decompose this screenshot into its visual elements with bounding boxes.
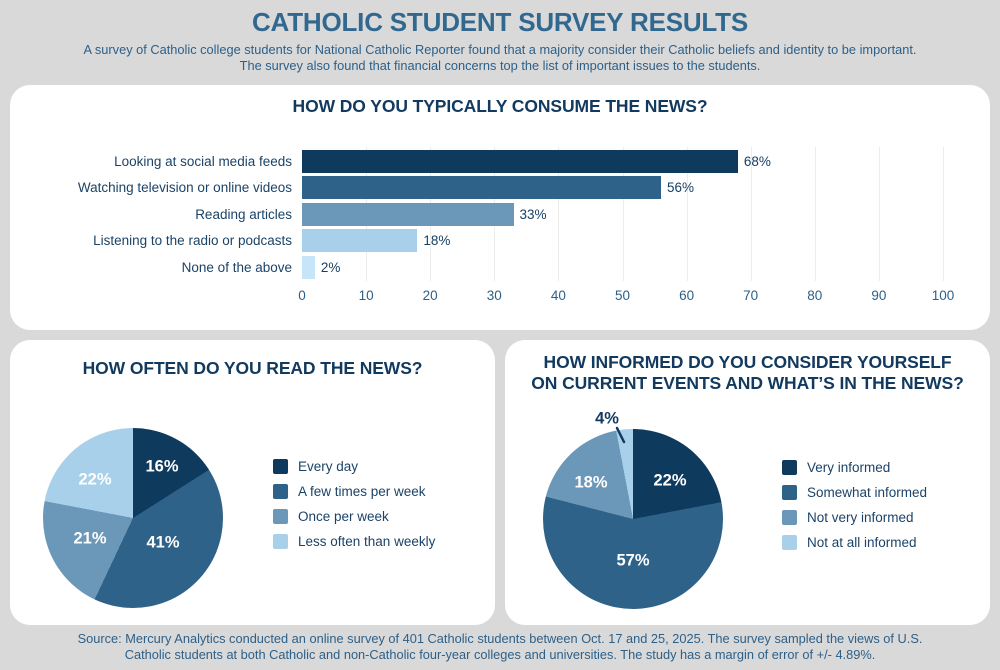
informed-pie-title-line-2: ON CURRENT EVENTS AND WHAT’S IN THE NEWS…	[531, 373, 964, 393]
bar-chart-title: HOW DO YOU TYPICALLY CONSUME THE NEWS?	[292, 96, 708, 116]
legend-label: Not very informed	[807, 510, 914, 525]
pie-chart	[43, 428, 223, 608]
legend-item: Not very informed	[782, 510, 927, 525]
pie-chart	[543, 429, 723, 609]
bar-value-label: 56%	[666, 180, 694, 196]
legend-swatch	[782, 460, 797, 475]
legend-swatch	[273, 459, 288, 474]
legend-item: Not at all informed	[782, 535, 927, 550]
bar-category-label: None of the above	[181, 259, 292, 275]
bar-chart: Looking at social media feeds 68% Watchi…	[10, 150, 990, 282]
bar	[302, 150, 738, 173]
subtitle-line-1: A survey of Catholic college students fo…	[83, 42, 917, 57]
legend-swatch	[273, 534, 288, 549]
legend-swatch	[782, 485, 797, 500]
bar-category-label: Watching television or online videos	[77, 180, 292, 196]
x-tick-label: 100	[931, 288, 955, 303]
legend-label: Every day	[298, 459, 359, 474]
source-line-2: Catholic students at both Catholic and n…	[124, 646, 876, 662]
legend-label: A few times per week	[298, 484, 426, 499]
legend-item: Once per week	[273, 509, 435, 524]
page-title: CATHOLIC STUDENT SURVEY RESULTS	[251, 7, 749, 37]
bar-category-label: Listening to the radio or podcasts	[93, 233, 292, 249]
page-subtitle: A survey of Catholic college students fo…	[0, 42, 1000, 73]
x-tick-label: 70	[743, 288, 759, 303]
bar-chart-card: HOW DO YOU TYPICALLY CONSUME THE NEWS? L…	[10, 85, 990, 330]
gridline	[943, 147, 944, 281]
legend-label: Somewhat informed	[807, 485, 928, 500]
bar	[302, 176, 661, 200]
x-tick-label: 80	[807, 288, 823, 303]
legend-label: Very informed	[807, 460, 891, 475]
bar-row: Looking at social media feeds 68%	[10, 150, 990, 173]
gridline	[622, 147, 624, 281]
bar-track: 56%	[302, 176, 943, 200]
legend-item: A few times per week	[273, 484, 435, 499]
pie-slice-label: 22%	[653, 471, 687, 490]
pie-slice-label: 57%	[616, 551, 650, 570]
bar-value-label: 18%	[423, 233, 451, 249]
gridline	[878, 147, 880, 281]
pie-slice-label: 22%	[78, 470, 112, 489]
bar	[302, 229, 418, 253]
gridline	[814, 147, 816, 281]
bar-value-label: 33%	[519, 206, 547, 222]
bar	[302, 255, 315, 279]
legend-label: Once per week	[298, 509, 389, 524]
x-tick-label: 0	[298, 288, 306, 303]
bar-category-label: Reading articles	[195, 206, 292, 222]
bar-category-label: Looking at social media feeds	[114, 154, 292, 169]
legend-item: Very informed	[782, 460, 927, 475]
gridline	[686, 147, 688, 281]
x-axis: 0 10 20 30 40 50 60 70 80 90 100	[298, 288, 954, 306]
pie-slice-label: 21%	[73, 529, 107, 548]
x-tick-label: 60	[679, 288, 695, 303]
bar-track: 33%	[302, 202, 943, 226]
pie-slice-label: 18%	[574, 473, 608, 492]
x-tick-label: 40	[550, 288, 566, 303]
x-tick-label: 30	[486, 288, 502, 303]
bar-value-label: 2%	[320, 259, 341, 275]
bar-row: Watching television or online videos 56%	[10, 176, 990, 200]
legend-swatch	[782, 535, 797, 550]
informed-pie-card: HOW INFORMED DO YOU CONSIDER YOURSELF ON…	[505, 340, 990, 625]
legend-item: Somewhat informed	[782, 485, 927, 500]
gridline	[750, 147, 752, 281]
legend-swatch	[273, 484, 288, 499]
informed-pie-title: HOW INFORMED DO YOU CONSIDER YOURSELF ON…	[505, 352, 990, 394]
informed-pie-title-line-1: HOW INFORMED DO YOU CONSIDER YOURSELF	[543, 352, 952, 372]
legend-item: Less often than weekly	[273, 534, 435, 549]
pie-slice-label: 16%	[145, 457, 179, 476]
bar-row: None of the above 2%	[10, 255, 990, 279]
legend-swatch	[782, 510, 797, 525]
x-tick-label: 50	[614, 288, 631, 303]
pie-slice-label: 41%	[146, 533, 180, 552]
legend-swatch	[273, 509, 288, 524]
subtitle-line-2: The survey also found that financial con…	[239, 57, 761, 73]
bar	[302, 202, 514, 226]
bar-row: Listening to the radio or podcasts 18%	[10, 229, 990, 253]
x-tick-label: 20	[422, 288, 438, 303]
bar-value-label: 68%	[743, 154, 771, 169]
x-tick-label: 90	[871, 288, 887, 303]
bar-track: 2%	[302, 255, 943, 279]
source-line-1: Source: Mercury Analytics conducted an o…	[77, 631, 923, 646]
source-note: Source: Mercury Analytics conducted an o…	[0, 631, 1000, 662]
gridline	[558, 147, 560, 281]
legend: Every day A few times per week Once per …	[273, 459, 435, 559]
pie-slice-label: 4%	[595, 409, 619, 428]
bar-track: 18%	[302, 229, 943, 253]
legend-item: Every day	[273, 459, 435, 474]
legend: Very informed Somewhat informed Not very…	[782, 460, 927, 560]
header: CATHOLIC STUDENT SURVEY RESULTS A survey…	[0, 0, 1000, 73]
legend-label: Less often than weekly	[298, 534, 436, 549]
legend-label: Not at all informed	[807, 535, 917, 550]
x-tick-label: 10	[358, 288, 374, 303]
read-news-pie-title: HOW OFTEN DO YOU READ THE NEWS?	[82, 358, 423, 378]
bar-track: 68%	[302, 150, 943, 173]
bar-row: Reading articles 33%	[10, 202, 990, 226]
read-news-pie-card: HOW OFTEN DO YOU READ THE NEWS? 16% 41% …	[10, 340, 495, 625]
